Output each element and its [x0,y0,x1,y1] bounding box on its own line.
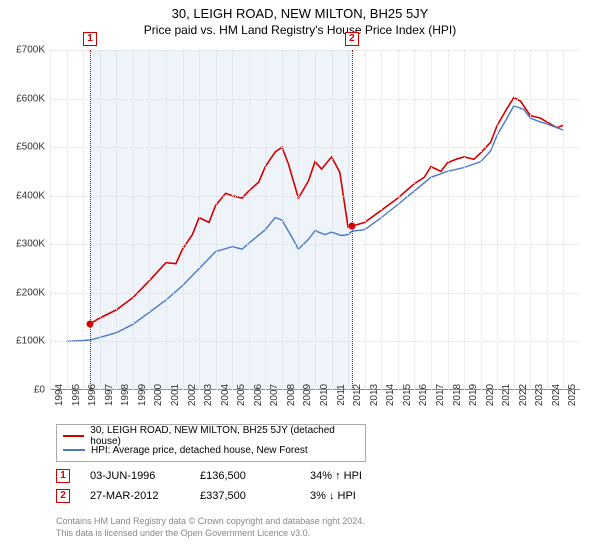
x-axis-label: 2021 [501,384,512,406]
sale-marker-dot [348,223,355,230]
x-axis-label: 2019 [468,384,479,406]
sale-delta-2: 3% ↓ HPI [310,490,400,502]
sale-marker-1: 1 [56,469,70,483]
x-axis-label: 2025 [567,384,578,406]
legend-box: 30, LEIGH ROAD, NEW MILTON, BH25 5JY (de… [56,424,366,462]
attribution-line-2: This data is licensed under the Open Gov… [56,528,365,540]
chart-container: 30, LEIGH ROAD, NEW MILTON, BH25 5JY Pri… [0,0,600,560]
plot-canvas: £0£100K£200K£300K£400K£500K£600K£700K199… [50,50,580,390]
x-axis-label: 2007 [269,384,280,406]
x-axis-label: 2015 [402,384,413,406]
sale-date-2: 27-MAR-2012 [90,490,180,502]
legend-swatch-2 [63,449,85,451]
page-title: 30, LEIGH ROAD, NEW MILTON, BH25 5JY [0,0,600,21]
x-axis-label: 1994 [54,384,65,406]
y-axis-label: £700K [16,45,45,56]
x-axis-label: 2003 [203,384,214,406]
legend-swatch-1 [63,435,84,437]
x-axis-label: 2006 [253,384,264,406]
sale-price-2: £337,500 [200,490,290,502]
sale-marker-dot [87,320,94,327]
sale-row-1: 1 03-JUN-1996 £136,500 34% ↑ HPI [56,466,400,486]
y-axis-label: £500K [16,142,45,153]
x-axis-label: 2005 [236,384,247,406]
series-line [90,98,563,324]
sale-date-1: 03-JUN-1996 [90,470,180,482]
x-axis-label: 2017 [435,384,446,406]
legend-label-2: HPI: Average price, detached house, New … [91,445,308,456]
x-axis-label: 1998 [120,384,131,406]
sales-table: 1 03-JUN-1996 £136,500 34% ↑ HPI 2 27-MA… [56,466,400,506]
x-axis-label: 2022 [518,384,529,406]
x-axis-label: 2018 [452,384,463,406]
sale-row-2: 2 27-MAR-2012 £337,500 3% ↓ HPI [56,486,400,506]
x-axis-label: 2008 [286,384,297,406]
attribution-line-1: Contains HM Land Registry data © Crown c… [56,516,365,528]
x-axis-label: 1996 [87,384,98,406]
sale-marker-box: 1 [83,32,97,46]
x-axis-label: 2009 [302,384,313,406]
attribution: Contains HM Land Registry data © Crown c… [56,516,365,539]
x-axis-label: 2020 [485,384,496,406]
x-axis-label: 2011 [336,384,347,406]
x-axis-label: 2001 [170,384,181,406]
x-axis-label: 2004 [220,384,231,406]
x-axis-label: 2002 [187,384,198,406]
x-axis-label: 2000 [153,384,164,406]
x-axis-label: 2024 [551,384,562,406]
x-axis-label: 2014 [385,384,396,406]
x-axis-label: 1995 [71,384,82,406]
x-axis-label: 2013 [369,384,380,406]
sale-marker-2: 2 [56,489,70,503]
sale-price-1: £136,500 [200,470,290,482]
x-axis-label: 2010 [319,384,330,406]
y-axis-label: £0 [34,385,45,396]
y-axis-label: £400K [16,190,45,201]
chart-area: £0£100K£200K£300K£400K£500K£600K£700K199… [50,50,580,390]
y-axis-label: £100K [16,336,45,347]
x-axis-label: 2023 [534,384,545,406]
y-axis-label: £200K [16,287,45,298]
legend-row-1: 30, LEIGH ROAD, NEW MILTON, BH25 5JY (de… [63,429,359,443]
y-axis-label: £300K [16,239,45,250]
y-axis-label: £600K [16,93,45,104]
x-axis-label: 2012 [352,384,363,406]
sale-delta-1: 34% ↑ HPI [310,470,400,482]
sale-marker-box: 2 [345,32,359,46]
x-axis-label: 1999 [137,384,148,406]
x-axis-label: 1997 [104,384,115,406]
x-axis-label: 2016 [418,384,429,406]
